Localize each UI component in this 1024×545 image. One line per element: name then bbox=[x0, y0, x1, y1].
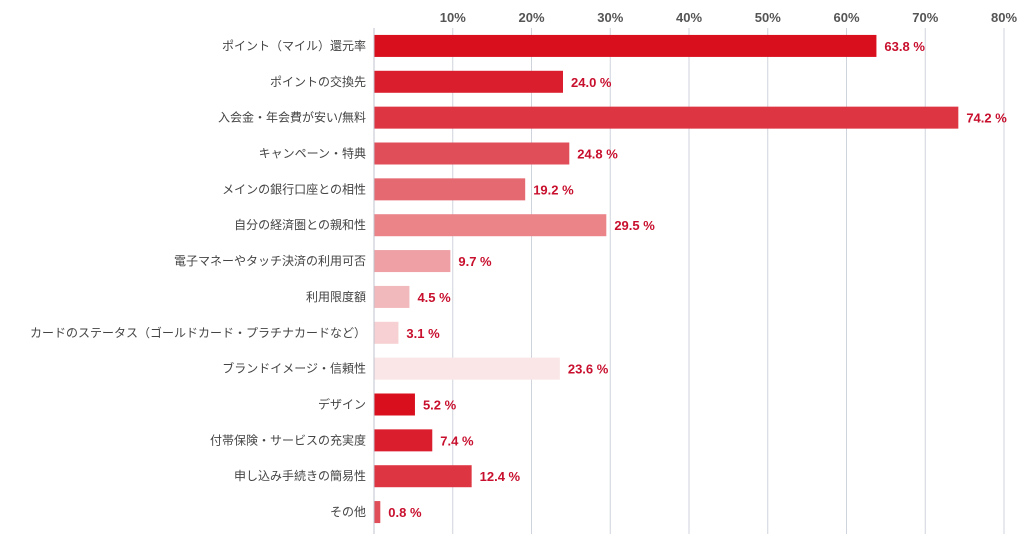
x-axis-ticks: 10% 20% 30% 40% 50% 60% 70% 80% bbox=[440, 10, 1018, 25]
data-label: 0.8 % bbox=[388, 505, 422, 520]
data-label: 23.6 % bbox=[568, 362, 609, 377]
bar bbox=[374, 106, 959, 129]
data-label: 7.4 % bbox=[440, 433, 474, 448]
data-label: 74.2 % bbox=[966, 111, 1007, 126]
bar bbox=[374, 357, 560, 380]
data-label: 3.1 % bbox=[406, 326, 440, 341]
data-label: 19.2 % bbox=[533, 182, 574, 197]
x-tick-label: 30% bbox=[597, 10, 623, 25]
bar bbox=[374, 142, 570, 165]
bar bbox=[374, 393, 415, 416]
data-label: 9.7 % bbox=[458, 254, 492, 269]
bar bbox=[374, 321, 399, 344]
data-label: 63.8 % bbox=[884, 39, 925, 54]
data-label: 4.5 % bbox=[417, 290, 451, 305]
category-label: カードのステータス（ゴールドカード・プラチナカードなど） bbox=[30, 325, 366, 340]
x-tick-label: 40% bbox=[676, 10, 702, 25]
data-label: 12.4 % bbox=[480, 469, 521, 484]
bar bbox=[374, 214, 607, 237]
bars bbox=[374, 34, 959, 524]
category-label: ポイント（マイル）還元率 bbox=[222, 38, 366, 53]
category-label: 電子マネーやタッチ決済の利用可否 bbox=[174, 253, 366, 268]
bar bbox=[374, 70, 563, 93]
x-tick-label: 80% bbox=[991, 10, 1017, 25]
data-label: 24.8 % bbox=[577, 147, 618, 162]
category-label: デザイン bbox=[318, 397, 366, 412]
bar bbox=[374, 178, 526, 201]
data-label: 5.2 % bbox=[423, 398, 457, 413]
gridlines bbox=[452, 28, 1005, 534]
data-label: 29.5 % bbox=[614, 218, 655, 233]
category-label: メインの銀行口座との相性 bbox=[222, 181, 366, 196]
bar bbox=[374, 34, 877, 57]
bar bbox=[374, 250, 451, 273]
data-labels: 63.8 % 24.0 % 74.2 % 24.8 % 19.2 % 29.5 % 9.7 … bbox=[388, 39, 1007, 520]
x-tick-label: 70% bbox=[912, 10, 938, 25]
category-label: 付帯保険・サービスの充実度 bbox=[210, 432, 366, 447]
bar bbox=[374, 501, 381, 524]
x-tick-label: 60% bbox=[833, 10, 859, 25]
x-tick-label: 20% bbox=[518, 10, 544, 25]
category-label: ポイントの交換先 bbox=[270, 74, 366, 89]
category-label: 自分の経済圏との親和性 bbox=[234, 217, 366, 232]
data-label: 24.0 % bbox=[571, 75, 612, 90]
category-label: 利用限度額 bbox=[306, 289, 366, 304]
category-label: ブランドイメージ・信頼性 bbox=[222, 361, 366, 376]
bar bbox=[374, 285, 410, 308]
category-labels: ポイント（マイル）還元率ポイントの交換先入会金・年会費が安い/無料キャンペーン・… bbox=[30, 38, 366, 519]
bar bbox=[374, 429, 433, 452]
category-label: その他 bbox=[330, 505, 366, 519]
category-label: キャンペーン・特典 bbox=[259, 146, 366, 161]
x-tick-label: 50% bbox=[755, 10, 781, 25]
bar bbox=[374, 465, 472, 488]
category-label: 入会金・年会費が安い/無料 bbox=[218, 110, 366, 125]
x-tick-label: 10% bbox=[440, 10, 466, 25]
category-label: 申し込み手続きの簡易性 bbox=[234, 468, 366, 483]
